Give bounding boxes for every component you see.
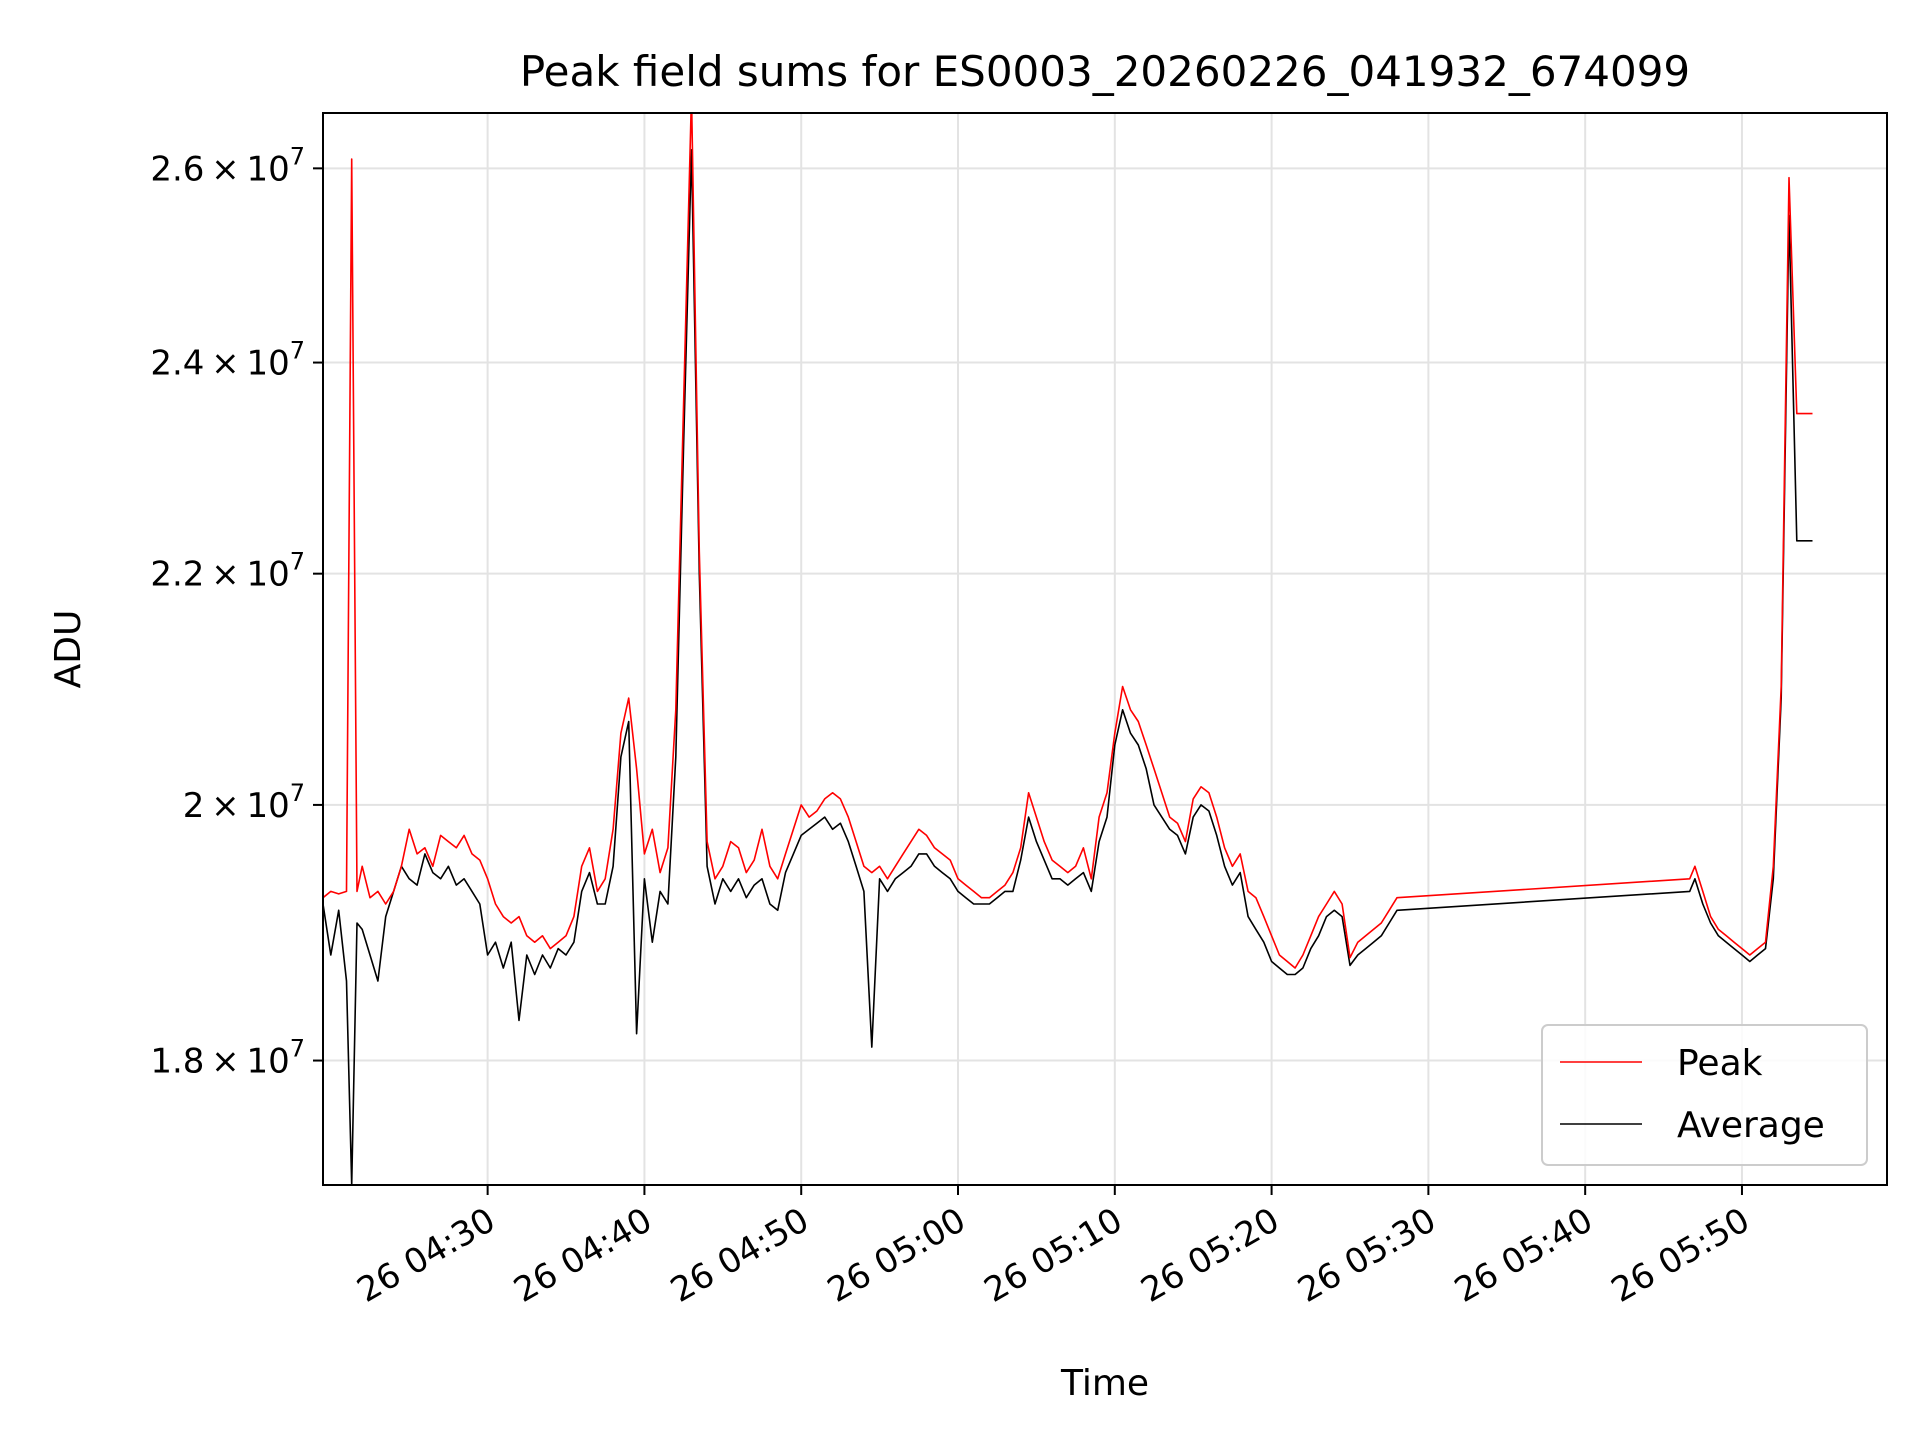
series-lines bbox=[323, 113, 1813, 1185]
legend: Peak Average bbox=[1541, 1024, 1868, 1166]
legend-label-average: Average bbox=[1677, 1105, 1825, 1146]
legend-label-peak: Peak bbox=[1677, 1043, 1763, 1084]
chart-title: Peak field sums for ES0003_20260226_0419… bbox=[520, 47, 1690, 96]
plot-frame bbox=[322, 112, 1888, 1186]
y-tick-label: 2.4 × 107 bbox=[150, 337, 305, 384]
y-tick-label: 2.2 × 107 bbox=[150, 548, 305, 595]
y-axis-label: ADU bbox=[48, 610, 89, 689]
y-axis-ticks: 1.8 × 107 2 × 107 2.2 × 107 2.4 × 107 2.6 × … bbox=[150, 142, 323, 1082]
series-line-peak bbox=[323, 113, 1813, 969]
y-tick-label: 2.6 × 107 bbox=[150, 142, 305, 189]
legend-box bbox=[1541, 1024, 1868, 1166]
x-axis-label: Time bbox=[1060, 1363, 1149, 1404]
y-tick-label: 2 × 107 bbox=[183, 779, 305, 826]
y-tick-label: 1.8 × 107 bbox=[150, 1035, 305, 1082]
series-line-average bbox=[323, 149, 1813, 1185]
